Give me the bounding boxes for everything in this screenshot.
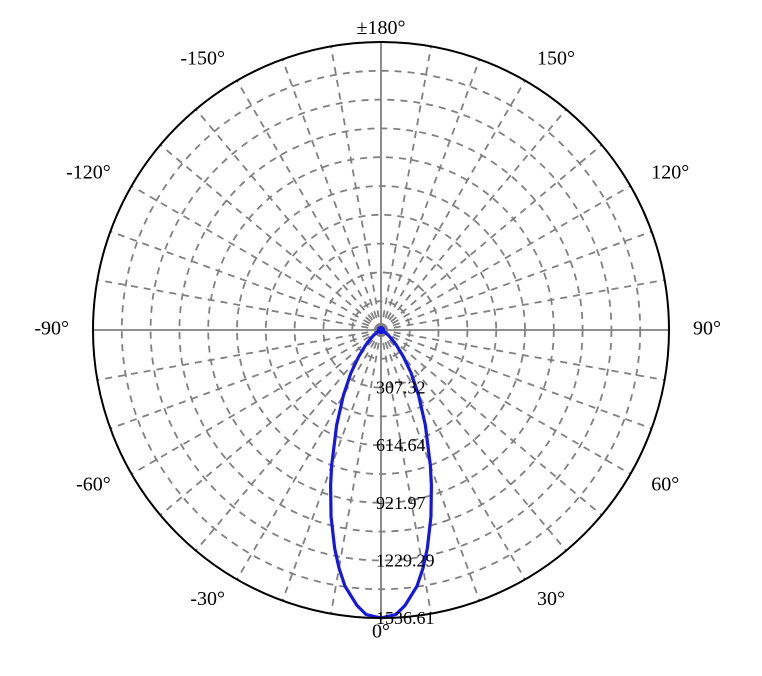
angle-label: 30°: [537, 588, 565, 610]
grid-spoke: [132, 330, 381, 474]
radial-tick-label: 1229.29: [376, 550, 435, 570]
grid-spoke: [381, 59, 480, 330]
grid-spoke: [196, 109, 381, 330]
center-dot: [377, 326, 385, 334]
grid-spoke: [132, 186, 381, 330]
angle-label: -90°: [34, 318, 69, 340]
grid-spoke: [381, 330, 665, 380]
angle-label: 120°: [651, 162, 689, 184]
grid-spoke: [97, 280, 381, 330]
polar-chart: 0°30°60°90°120°150°±180°-150°-120°-90°-6…: [0, 0, 762, 676]
grid-spoke: [381, 186, 630, 330]
grid-spoke: [381, 145, 602, 330]
angle-label: -120°: [66, 162, 111, 184]
grid-spoke: [97, 330, 381, 380]
grid-spoke: [381, 81, 525, 330]
angle-label: 60°: [651, 474, 679, 496]
grid-spoke: [237, 81, 381, 330]
grid-spoke: [381, 280, 665, 330]
grid-spoke: [381, 109, 566, 330]
grid-spoke: [381, 46, 431, 330]
grid-spoke: [381, 330, 602, 515]
grid-spoke: [110, 231, 381, 330]
grid-spoke: [331, 46, 381, 330]
angle-label: -30°: [190, 588, 225, 610]
angle-label: 90°: [693, 318, 721, 340]
grid-spoke: [196, 330, 381, 551]
angle-label: -60°: [76, 474, 111, 496]
angle-label: 150°: [537, 47, 575, 69]
radial-tick-label: 614.64: [376, 435, 426, 455]
radial-tick-label: 921.97: [376, 493, 426, 513]
grid-spoke: [160, 145, 381, 330]
grid-spoke: [160, 330, 381, 515]
angle-label: ±180°: [357, 17, 406, 39]
radial-tick-label: 1536.61: [376, 608, 435, 628]
grid-spoke: [237, 330, 381, 579]
angle-label: -150°: [180, 47, 225, 69]
radial-tick-label: 307.32: [376, 378, 426, 398]
